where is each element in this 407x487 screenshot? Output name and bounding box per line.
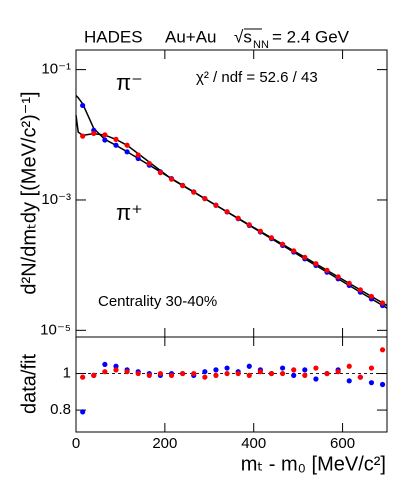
data-point xyxy=(346,363,352,369)
data-point xyxy=(157,370,164,377)
data-point xyxy=(357,287,363,293)
data-point xyxy=(302,254,308,260)
data-point xyxy=(335,369,341,375)
data-point xyxy=(157,170,164,176)
data-point xyxy=(102,132,108,138)
data-point xyxy=(246,363,252,369)
data-point xyxy=(368,380,375,386)
data-point xyxy=(224,370,230,377)
data-point xyxy=(202,374,208,380)
annotation-centrality: Centrality 30-40% xyxy=(98,293,217,310)
data-point xyxy=(379,347,386,353)
data-point xyxy=(202,369,208,375)
data-point xyxy=(168,176,175,182)
data-point xyxy=(124,142,130,148)
data-point xyxy=(313,261,319,267)
y-tick-label: 10⁻³ xyxy=(41,191,71,208)
x-tick-label: 200 xyxy=(152,435,177,452)
data-point xyxy=(268,370,275,377)
y-tick-label: 0.8 xyxy=(50,401,71,418)
data-point xyxy=(235,370,241,377)
header-energy: = 2.4 GeV xyxy=(272,27,350,46)
data-point xyxy=(324,267,330,273)
x-tick-label: 0 xyxy=(72,435,80,452)
data-point xyxy=(213,372,219,378)
data-point xyxy=(291,367,297,373)
data-point xyxy=(191,189,197,195)
data-point xyxy=(368,293,375,300)
data-point xyxy=(80,133,86,139)
plot-frame xyxy=(75,336,388,433)
data-point xyxy=(357,374,363,380)
data-point xyxy=(235,215,241,221)
data-point xyxy=(168,372,175,378)
data-point xyxy=(246,222,252,228)
data-point xyxy=(191,370,197,377)
data-point xyxy=(246,372,252,378)
data-point xyxy=(113,142,119,148)
data-point xyxy=(291,248,297,254)
x-axis-label: mₜ - m₀ [MeV/c²] xyxy=(241,453,386,475)
data-point xyxy=(313,365,319,371)
data-point xyxy=(180,370,186,377)
x-tick-label: 600 xyxy=(330,435,355,452)
data-point xyxy=(202,195,208,202)
data-point xyxy=(302,367,308,373)
data-point xyxy=(324,370,330,377)
data-point xyxy=(279,241,286,247)
data-point xyxy=(224,365,230,371)
annotation-chi2: χ² / ndf = 52.6 / 43 xyxy=(196,69,318,86)
data-point xyxy=(91,130,97,137)
data-point xyxy=(91,372,97,378)
data-point xyxy=(146,372,152,378)
data-point xyxy=(268,235,275,241)
data-point xyxy=(213,202,219,208)
data-point xyxy=(368,365,375,371)
data-point xyxy=(80,102,86,109)
data-point xyxy=(279,365,286,371)
data-point xyxy=(102,361,108,368)
y-axis-label: d²N/dmₜdy [(MeV/c²)⁻¹] xyxy=(18,91,40,294)
header-energy-subscript: NN xyxy=(253,39,269,51)
legend-label: π⁺ xyxy=(116,200,143,225)
y-tick-label: 10⁻¹ xyxy=(41,61,71,78)
y-tick-label: 10⁻⁵ xyxy=(40,321,71,338)
data-point xyxy=(224,209,230,215)
data-point xyxy=(113,367,119,373)
data-point xyxy=(291,372,297,378)
data-point xyxy=(346,378,352,384)
data-point xyxy=(213,367,219,373)
data-point xyxy=(113,363,119,369)
data-point xyxy=(80,409,86,415)
data-point xyxy=(135,152,141,158)
x-tick-label: 400 xyxy=(241,435,266,452)
data-point xyxy=(346,280,352,286)
data-point xyxy=(335,274,341,280)
data-point xyxy=(257,228,263,234)
data-point xyxy=(146,160,152,167)
data-point xyxy=(257,369,263,375)
data-point xyxy=(124,149,130,155)
data-point xyxy=(313,376,319,382)
data-point xyxy=(102,137,108,143)
data-point xyxy=(80,374,86,380)
data-point xyxy=(124,369,130,375)
data-point xyxy=(379,381,386,388)
legend-label: π⁻ xyxy=(116,70,143,95)
data-point xyxy=(113,136,119,142)
data-point xyxy=(102,369,108,375)
header-experiment: HADES xyxy=(84,27,143,46)
data-point xyxy=(135,370,141,377)
ratio-axis-label: data/fit xyxy=(18,354,40,414)
data-point xyxy=(180,183,186,189)
data-point xyxy=(379,300,386,306)
y-tick-label: 1 xyxy=(63,365,71,382)
data-point xyxy=(302,372,308,378)
header-system: Au+Au xyxy=(165,27,217,46)
data-point xyxy=(279,370,286,377)
header-energy-symbol: √s xyxy=(234,27,252,46)
